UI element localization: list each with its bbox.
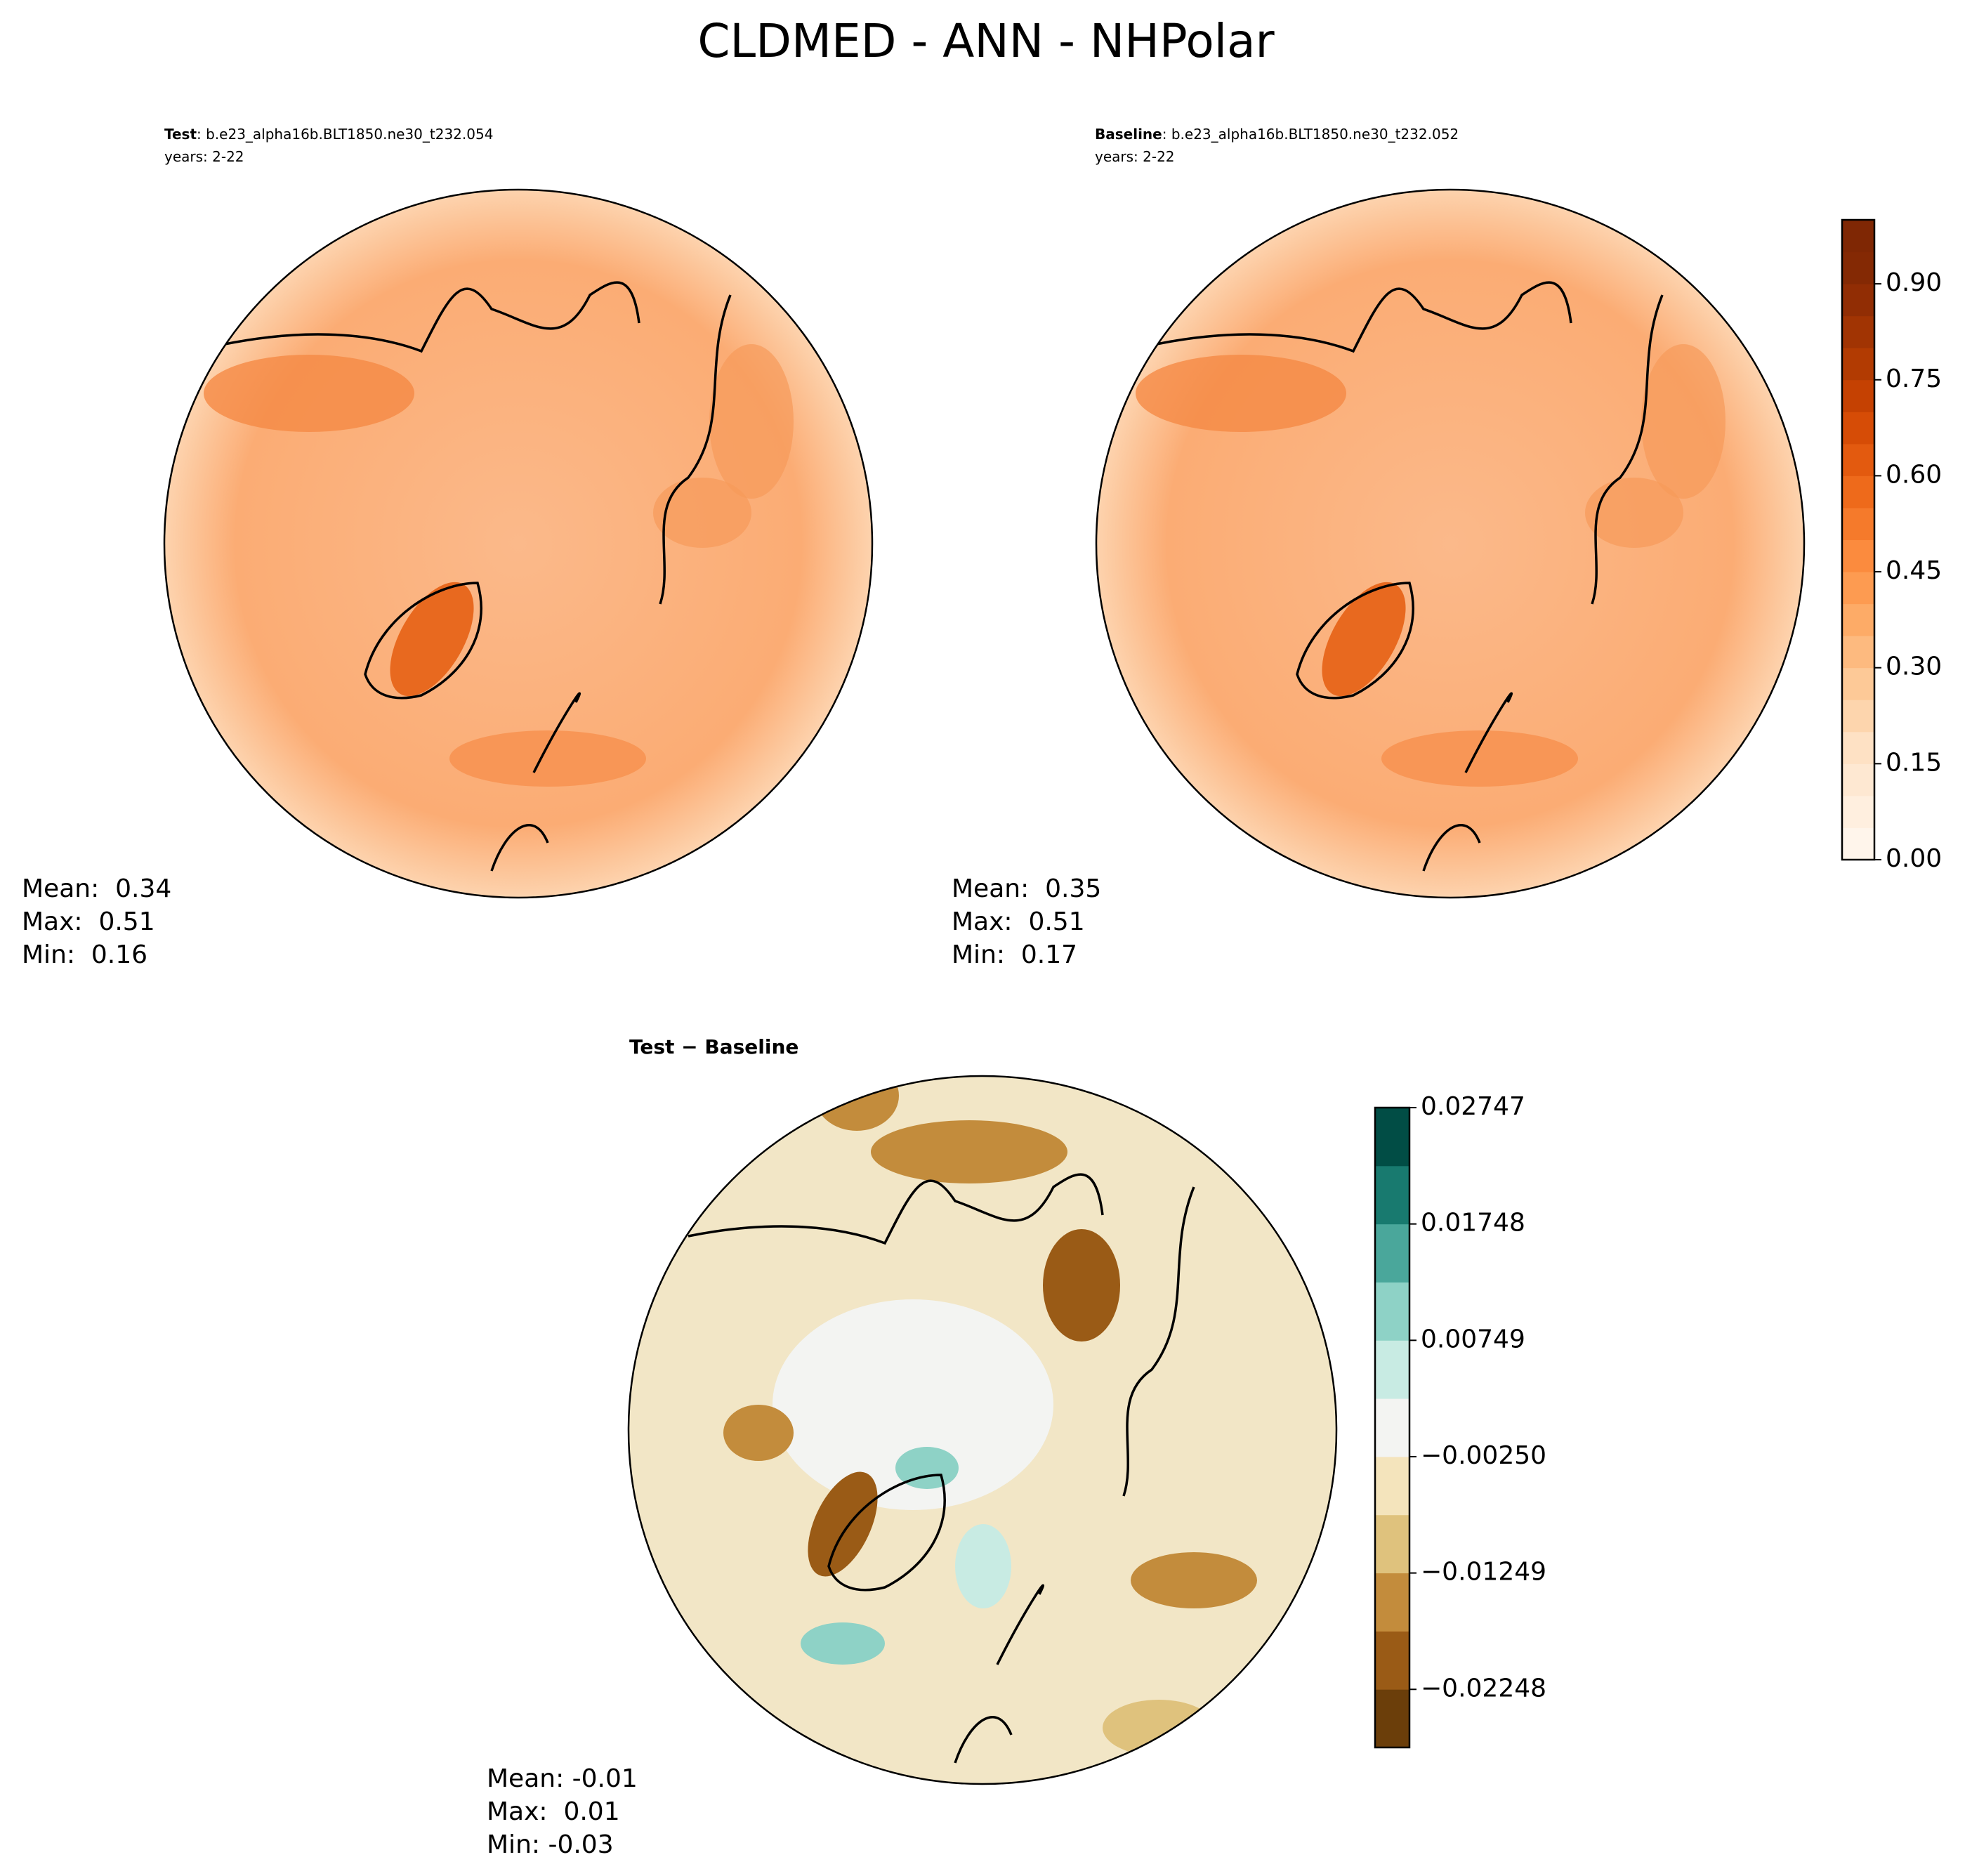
colorbar-level — [1842, 443, 1874, 476]
panel-case: : b.e23_alpha16b.BLT1850.ne30_t232.052 — [1162, 126, 1459, 143]
colorbar-tick-label: 0.15 — [1886, 748, 1942, 777]
colorbar-level — [1842, 636, 1874, 669]
colorbars: 0.00 0.15 0.30 0.45 0.60 0.75 0.90 −0.02248 −0.0… — [1374, 218, 1942, 1749]
stat-line: Min: -0.03 — [487, 1830, 614, 1859]
diff-title: Test − Baseline — [629, 1035, 798, 1058]
colorbar-level — [1375, 1224, 1409, 1283]
panel-years: years: 2-22 — [1095, 148, 1175, 165]
colorbar-level — [1842, 507, 1874, 540]
stat-line: Max: 0.01 — [487, 1797, 620, 1826]
colorbar-tick-label: 0.90 — [1886, 268, 1942, 297]
colorbar-tick-label: −0.00250 — [1421, 1441, 1546, 1470]
colorbar-level — [1375, 1514, 1409, 1574]
colorbar-level — [1375, 1631, 1409, 1690]
map-baseline — [1096, 190, 1804, 898]
panel-label: Test — [164, 126, 197, 143]
colorbar-tick-label: 0.30 — [1886, 652, 1942, 681]
colorbar-level — [1375, 1340, 1409, 1399]
colorbar-level — [1842, 475, 1874, 509]
colorbar-level — [1842, 315, 1874, 348]
colorbar-level — [1375, 1165, 1409, 1225]
colorbar-level — [1375, 1108, 1409, 1167]
figure-title: CLDMED - ANN - NHPolar — [697, 14, 1275, 68]
panel-years: years: 2-22 — [164, 148, 244, 165]
stat-line: Mean: 0.35 — [952, 874, 1101, 903]
stat-line: Mean: 0.34 — [22, 874, 171, 903]
colorbar-level — [1842, 763, 1874, 796]
stat-line: Max: 0.51 — [22, 907, 155, 936]
stat-line: Min: 0.16 — [22, 940, 147, 969]
colorbar-level — [1842, 827, 1874, 860]
colorbar-level — [1375, 1689, 1409, 1748]
stat-line: Max: 0.51 — [952, 907, 1085, 936]
panel-label: Baseline — [1095, 126, 1162, 143]
colorbar-level — [1842, 379, 1874, 412]
colorbar-level — [1842, 667, 1874, 700]
colorbar-tick-label: −0.02248 — [1421, 1674, 1546, 1703]
colorbar-level — [1842, 572, 1874, 605]
colorbar-tick-label: 0.60 — [1886, 460, 1942, 489]
colorbar-level — [1842, 795, 1874, 828]
colorbar-level — [1842, 284, 1874, 317]
stat-line: Min: 0.17 — [952, 940, 1077, 969]
colorbar-tick-label: 0.00 — [1886, 844, 1942, 873]
colorbar-level — [1842, 700, 1874, 733]
colorbar-frame — [1841, 218, 1876, 861]
colorbar-tick-label: 0.00749 — [1421, 1325, 1525, 1353]
colorbar-frame — [1374, 1106, 1411, 1749]
colorbar-level — [1842, 220, 1874, 253]
panel-case: : b.e23_alpha16b.BLT1850.ne30_t232.054 — [197, 126, 493, 143]
colorbar-level — [1375, 1456, 1409, 1516]
colorbar-level — [1842, 251, 1874, 284]
colorbar-level — [1375, 1282, 1409, 1341]
colorbar-level — [1842, 603, 1874, 636]
colorbar-level — [1842, 731, 1874, 764]
map-difference — [629, 1076, 1336, 1784]
colorbar-tick-label: 0.75 — [1886, 365, 1942, 393]
colorbar-tick-label: 0.01748 — [1421, 1209, 1525, 1238]
colorbar-tick-label: 0.02747 — [1421, 1092, 1525, 1121]
colorbar-level — [1842, 539, 1874, 572]
colorbar-tick-label: −0.01249 — [1421, 1558, 1546, 1587]
colorbar-level — [1375, 1398, 1409, 1457]
panel-header: Baseline: b.e23_alpha16b.BLT1850.ne30_t2… — [1095, 126, 1459, 143]
colorbar-tick-label: 0.45 — [1886, 556, 1942, 585]
map-test — [164, 190, 872, 898]
stat-line: Mean: -0.01 — [487, 1764, 638, 1793]
colorbar-level — [1375, 1573, 1409, 1632]
colorbar-level — [1842, 412, 1874, 445]
panel-header: Test: b.e23_alpha16b.BLT1850.ne30_t232.0… — [164, 126, 493, 143]
colorbar-level — [1842, 348, 1874, 381]
stats: Mean: 0.34 Max: 0.51 Min: 0.16 Mean: 0.35 Ma… — [22, 874, 1101, 1859]
